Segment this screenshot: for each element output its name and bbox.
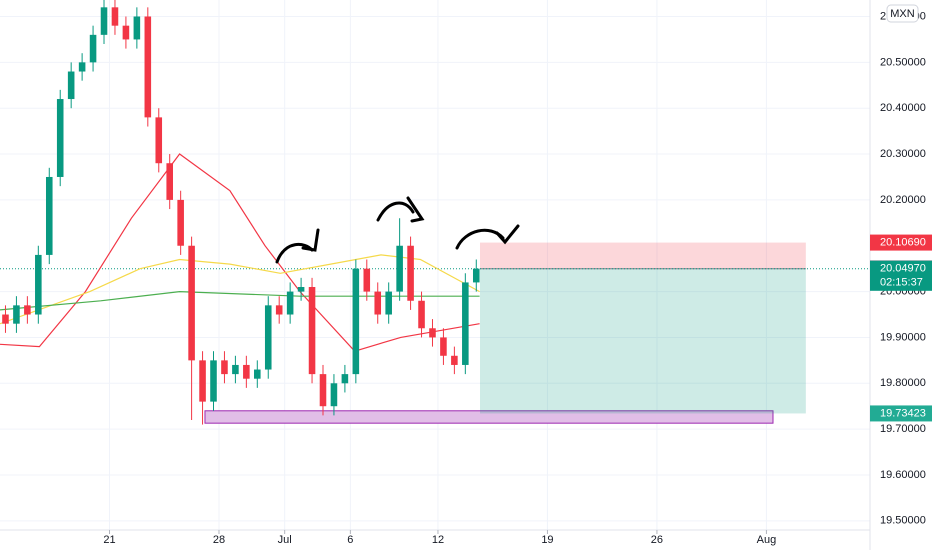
candle-body [56,99,64,177]
candle-body [396,245,403,292]
candle-body [341,374,349,384]
y-tick-label: 19.70000 [880,423,926,435]
stop-zone [480,242,806,269]
candle-body [133,16,141,40]
candle-body [297,287,305,292]
candle-body [188,245,195,361]
currency[interactable]: MXN [890,8,915,20]
countdown: 02:15:37 [880,277,923,289]
y-tick-label: 19.80000 [880,377,926,389]
candle-body [199,360,206,402]
y-tick-label: 19.50000 [880,515,926,527]
candle-body [122,25,130,40]
candle-body [308,287,316,375]
candle-body [78,62,86,72]
candle-body [451,355,458,365]
candle-body [429,328,436,338]
moving-average [0,290,480,311]
x-tick-label: 12 [432,534,444,546]
candle-body [330,383,338,407]
candle-body [385,291,392,315]
candle-body [286,291,294,315]
zone [204,410,774,424]
x-tick-label: 28 [213,534,225,546]
price-badge [870,234,932,251]
y-tick-label: 19.60000 [880,469,926,481]
candle-body [221,360,228,375]
candle-body [13,305,20,324]
candle-body [440,337,447,356]
candle-body [264,305,272,370]
drawings [275,196,520,264]
candle-body [363,268,371,292]
hand-arrow [376,201,415,222]
y-tick-label: 20.40000 [880,102,926,114]
candle-body [319,374,327,407]
candle-body [24,305,31,315]
y-tick-label: 19.90000 [880,331,926,343]
candle-body [89,34,97,63]
candle-body [407,245,414,301]
price-badge [870,405,932,422]
x-tick-label: 19 [541,534,553,546]
candle-body [2,314,9,324]
candle-body [144,16,152,118]
moving-average [0,153,480,352]
candle-body [67,71,75,100]
candle-body [155,117,163,164]
target-zone [480,268,806,414]
hand-arrow [495,224,520,245]
candle-body [462,282,469,365]
candle-body [254,369,261,379]
price-badge [870,260,932,291]
hand-arrow [301,228,320,252]
time-axis [0,530,870,550]
y-tick-label: 20.20000 [880,194,926,206]
candle-body [35,254,42,315]
currency-badge[interactable]: MXN [886,4,919,23]
candle-body [210,360,217,402]
price-label: 19.73423 [880,407,926,419]
candle-body [111,7,119,26]
x-tick-label: 21 [103,534,115,546]
candle-body [243,364,250,379]
candle-body [177,199,184,246]
price-label: 20.04970 [880,263,926,275]
hand-arrow [406,196,425,223]
candle-body [374,291,382,315]
candle-body [352,268,360,375]
candle-body [166,163,173,200]
y-tick-label: 20.30000 [880,148,926,160]
currency-badge-box[interactable] [886,4,919,23]
x-tick-label: 6 [347,534,353,546]
x-tick-label: Aug [757,534,777,546]
x-tick-label: 26 [651,534,663,546]
candle-body [275,305,283,315]
candle-body [472,268,480,283]
plot-area [0,0,870,530]
x-tick-label: Jul [278,534,292,546]
price-label: 20.10690 [880,236,926,248]
y-tick-label: 20.50000 [880,56,926,68]
candle-body [100,7,108,35]
candle-body [232,364,239,375]
candle-body [418,300,425,329]
candle-body [45,176,53,255]
